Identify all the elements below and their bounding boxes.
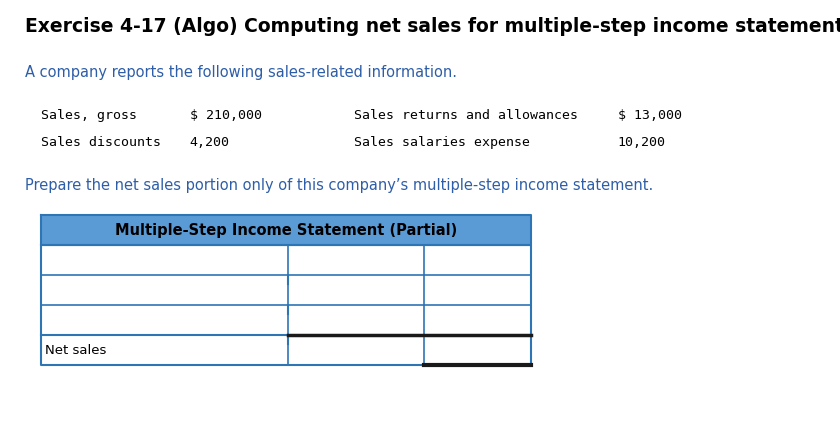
Text: 10,200: 10,200 [617,136,665,149]
Text: Exercise 4-17 (Algo) Computing net sales for multiple-step income statement LO P: Exercise 4-17 (Algo) Computing net sales… [25,17,840,36]
Text: Sales discounts: Sales discounts [41,136,161,149]
Text: Net sales: Net sales [45,344,107,357]
Text: $ 210,000: $ 210,000 [190,109,261,122]
Text: Sales salaries expense: Sales salaries expense [354,136,530,149]
FancyBboxPatch shape [41,215,531,245]
Text: $ 13,000: $ 13,000 [617,109,681,122]
Text: Multiple-Step Income Statement (Partial): Multiple-Step Income Statement (Partial) [115,223,457,238]
Text: A company reports the following sales-related information.: A company reports the following sales-re… [25,65,457,80]
Text: Sales returns and allowances: Sales returns and allowances [354,109,578,122]
Text: 4,200: 4,200 [190,136,229,149]
Text: Prepare the net sales portion only of this company’s multiple-step income statem: Prepare the net sales portion only of th… [25,178,654,193]
Text: Sales, gross: Sales, gross [41,109,137,122]
